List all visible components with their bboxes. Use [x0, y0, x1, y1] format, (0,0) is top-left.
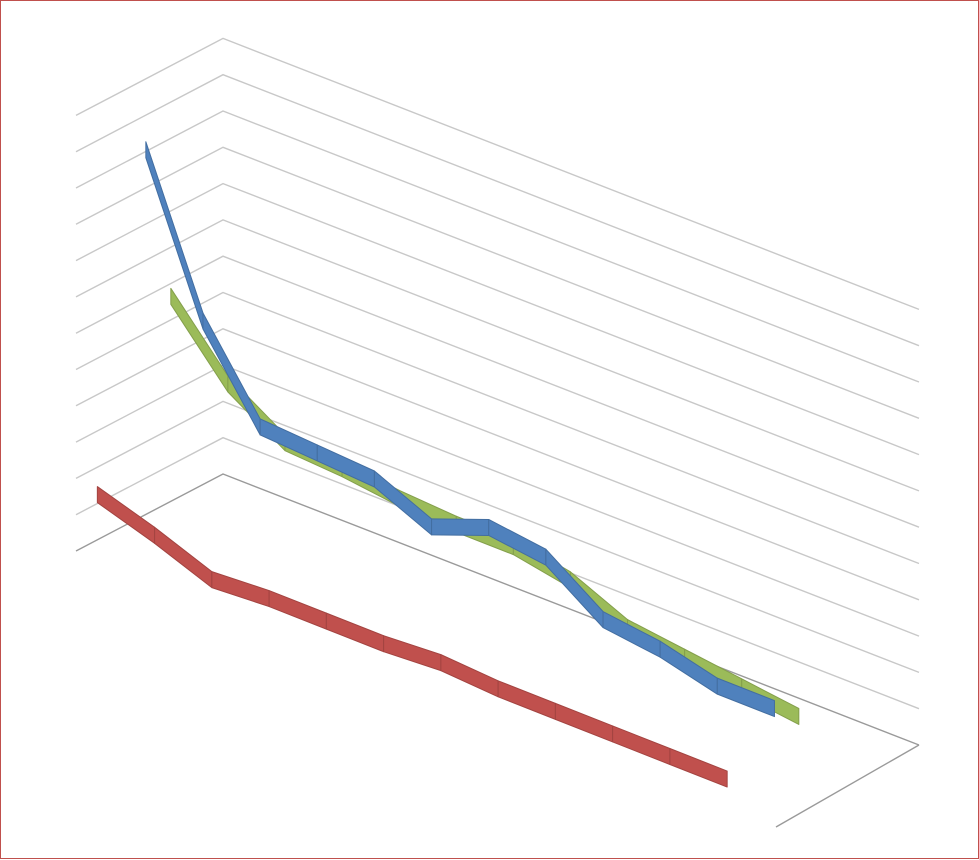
gridline	[75, 328, 920, 601]
ribbon-segment	[545, 548, 604, 629]
gridline	[75, 37, 920, 311]
gridline	[75, 73, 920, 347]
ribbon-segment	[440, 654, 499, 698]
gridline	[75, 255, 920, 528]
series-ribbon-2	[170, 287, 800, 725]
gridline	[75, 182, 920, 456]
ribbon-segment	[669, 747, 728, 788]
ribbon-segment	[716, 677, 775, 718]
ribbon-segment	[268, 590, 327, 630]
gridline	[75, 436, 920, 710]
ribbon-segment	[497, 680, 556, 720]
series-ribbon-3	[145, 141, 775, 718]
gridline	[75, 400, 920, 674]
ribbon-segment	[612, 725, 671, 765]
ribbon-segment	[154, 526, 213, 589]
series-ribbon-1	[96, 486, 728, 788]
gridline	[75, 291, 920, 565]
floor-front-edge	[775, 744, 920, 828]
ribbon-segment	[211, 571, 270, 608]
gridlines	[75, 37, 920, 828]
ribbon-segment	[325, 612, 385, 653]
ribbon-segment	[554, 702, 614, 743]
gridline	[75, 146, 920, 419]
gridline	[75, 110, 920, 383]
ribbon-segment	[431, 518, 490, 536]
ribbon-segment	[383, 635, 442, 672]
ribbon-segment	[202, 312, 261, 436]
ribbon-segment	[259, 418, 318, 462]
series-ribbons	[96, 141, 800, 788]
gridline	[75, 219, 920, 492]
